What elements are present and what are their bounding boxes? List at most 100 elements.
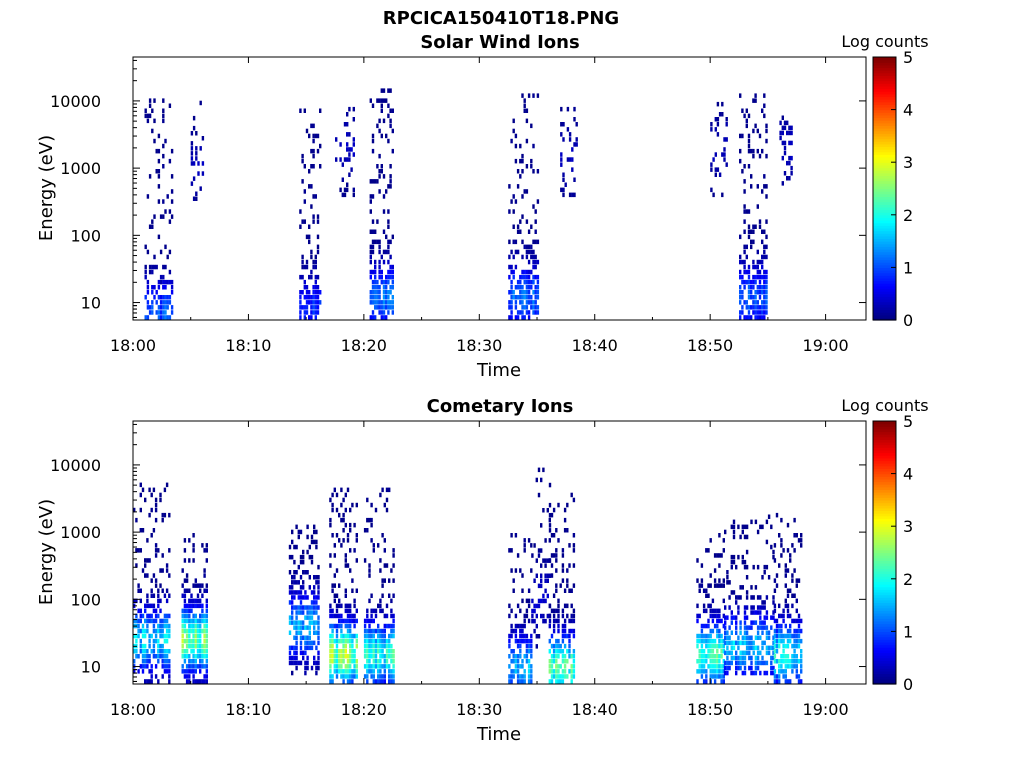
heatmap-cell [370, 618, 373, 624]
heatmap-cell [288, 585, 292, 590]
heatmap-cell [698, 669, 701, 674]
heatmap-cell [390, 649, 393, 654]
heatmap-cell [146, 573, 149, 578]
heatmap-cell [527, 279, 531, 285]
heatmap-cell [297, 529, 300, 535]
heatmap-cell [157, 628, 160, 634]
heatmap-cell [750, 184, 753, 189]
heatmap-cell [561, 613, 565, 619]
heatmap-cell [170, 214, 174, 219]
heatmap-cell [342, 654, 345, 659]
heatmap-cell [170, 285, 174, 290]
heatmap-cell [540, 548, 543, 553]
heatmap-cell [531, 618, 534, 624]
colorbar-segment [873, 243, 896, 247]
heatmap-cell [379, 492, 382, 498]
heatmap-cell [150, 533, 153, 538]
heatmap-cell [525, 633, 529, 639]
heatmap-cell [162, 118, 165, 124]
heatmap-cell [314, 300, 317, 305]
heatmap-cell [351, 502, 354, 508]
heatmap-cell [540, 477, 543, 483]
heatmap-cell [745, 534, 749, 540]
heatmap-cell [392, 613, 395, 619]
heatmap-cell [378, 118, 381, 124]
heatmap-cell [537, 583, 541, 589]
heatmap-cell [521, 285, 524, 290]
heatmap-cell [775, 674, 779, 679]
heatmap-cell [293, 620, 296, 625]
heatmap-cell [534, 264, 537, 270]
heatmap-cell [793, 654, 796, 659]
heatmap-cell [793, 533, 796, 538]
heatmap-cell [329, 674, 332, 679]
heatmap-cell [523, 244, 526, 250]
colorbar-segment [873, 610, 896, 614]
heatmap-cell [183, 654, 187, 659]
heatmap-cell [295, 615, 298, 620]
heatmap-cell [163, 512, 167, 518]
heatmap-cell [303, 285, 306, 290]
heatmap-cell [752, 295, 755, 300]
heatmap-cell [572, 633, 576, 639]
heatmap-cell [732, 559, 736, 565]
heatmap-cell [342, 528, 345, 533]
heatmap-cell [150, 618, 153, 624]
heatmap-cell [750, 645, 753, 651]
heatmap-cell [183, 669, 187, 674]
heatmap-cell [159, 654, 162, 659]
heatmap-cell [135, 598, 138, 604]
heatmap-cell [772, 610, 775, 615]
heatmap-cell [713, 623, 717, 629]
heatmap-cell [741, 295, 744, 300]
heatmap-cell [153, 98, 156, 103]
heatmap-cell [782, 618, 785, 624]
heatmap-cell [291, 580, 294, 585]
heatmap-cell [711, 674, 715, 679]
heatmap-cell [372, 669, 375, 674]
heatmap-cell [561, 548, 565, 553]
colorbar-segment [873, 549, 896, 554]
heatmap-cell [519, 279, 522, 285]
heatmap-cell [519, 679, 522, 684]
heatmap-cell [344, 507, 347, 513]
heatmap-cell [514, 623, 518, 629]
heatmap-cell [363, 649, 367, 654]
heatmap-cell [144, 497, 147, 503]
heatmap-cell [756, 310, 759, 315]
heatmap-cell [288, 645, 292, 651]
heatmap-cell [319, 300, 322, 305]
heatmap-cell [313, 620, 316, 625]
heatmap-cell [389, 285, 392, 290]
heatmap-cell [784, 623, 787, 629]
heatmap-cell [767, 645, 771, 651]
colorbar-segment [873, 275, 896, 279]
heatmap-cell [335, 654, 339, 659]
heatmap-cell [291, 670, 294, 676]
heatmap-cell [519, 310, 522, 315]
x-tick-label: 18:40 [572, 700, 618, 719]
colorbar-segment [873, 67, 896, 71]
heatmap-cell [162, 214, 165, 219]
heatmap-cell [188, 598, 191, 604]
heatmap-cell [534, 285, 537, 290]
colorbar-segment [873, 285, 896, 290]
heatmap-cell [730, 610, 733, 615]
heatmap-cell [382, 285, 386, 290]
heatmap-cell [195, 156, 198, 161]
heatmap-cell [516, 669, 520, 674]
heatmap-cell [148, 679, 151, 684]
heatmap-cell [512, 295, 515, 300]
heatmap-cell [163, 613, 167, 619]
heatmap-cell [344, 674, 347, 679]
heatmap-cell [319, 290, 322, 295]
heatmap-cell [379, 558, 382, 563]
panel-cometary: Cometary Ions 18:00 18:10 18:20 18:30 18:40 1… [36, 396, 929, 745]
heatmap-cell [510, 295, 513, 300]
heatmap-cell [308, 133, 311, 139]
heatmap-cell [190, 649, 193, 654]
heatmap-cell [157, 295, 161, 300]
heatmap-cell [188, 608, 191, 614]
heatmap-cell [157, 659, 160, 664]
heatmap-cell [352, 137, 355, 142]
